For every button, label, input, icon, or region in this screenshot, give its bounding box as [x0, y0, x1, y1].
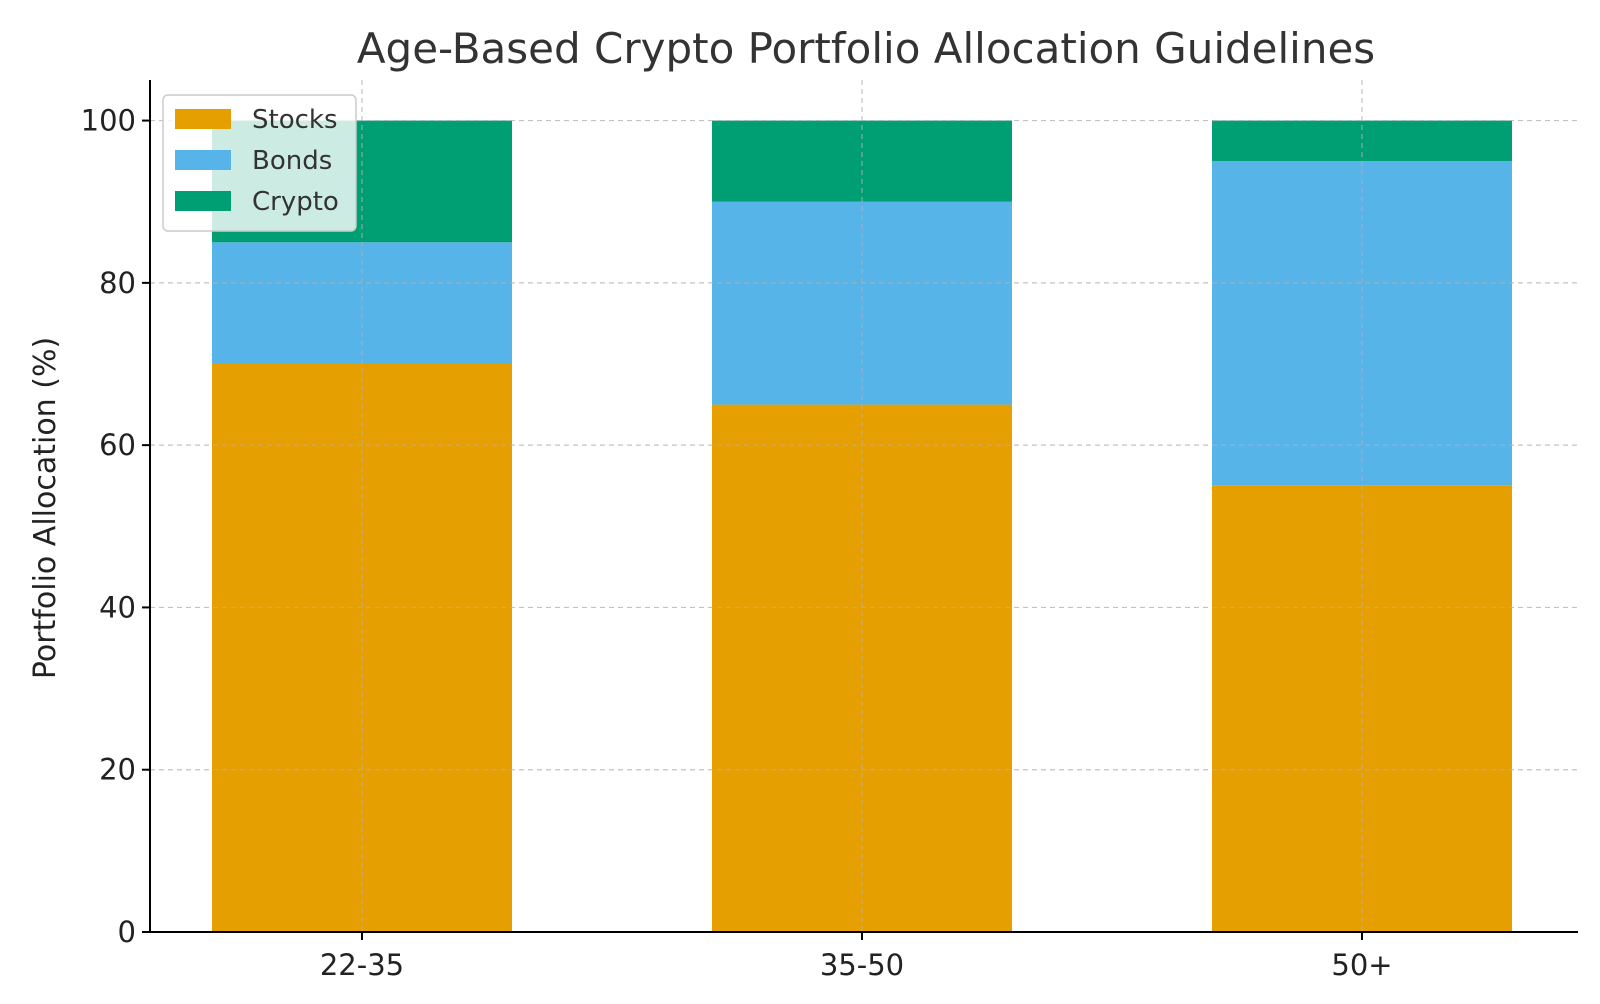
x-tick-label: 22-35 [320, 948, 404, 982]
y-tick-label: 40 [99, 590, 136, 624]
y-tick-label: 0 [118, 915, 136, 949]
legend-swatch-stocks [175, 109, 231, 129]
axes [149, 80, 1578, 933]
legend: Stocks Bonds Crypto [162, 94, 357, 232]
legend-label-bonds: Bonds [252, 146, 332, 176]
y-tick-label: 60 [99, 428, 136, 462]
legend-label-crypto: Crypto [252, 187, 339, 217]
y-axis-label: Portfolio Allocation (%) [28, 337, 63, 679]
x-tick-label: 35-50 [820, 948, 904, 982]
tick-labels: 0 20 40 60 80 100 22-35 35-50 50+ [81, 104, 1393, 982]
legend-label-stocks: Stocks [252, 105, 338, 135]
bar-bonds-2 [712, 201, 1012, 405]
y-tick-label: 20 [99, 753, 136, 787]
x-tick-label: 50+ [1331, 948, 1392, 982]
legend-swatch-crypto [175, 191, 231, 211]
y-tick-label: 80 [99, 266, 136, 300]
legend-swatch-bonds [175, 150, 231, 170]
chart-title: Age-Based Crypto Portfolio Allocation Gu… [357, 24, 1375, 73]
y-tick-label: 100 [81, 104, 136, 138]
